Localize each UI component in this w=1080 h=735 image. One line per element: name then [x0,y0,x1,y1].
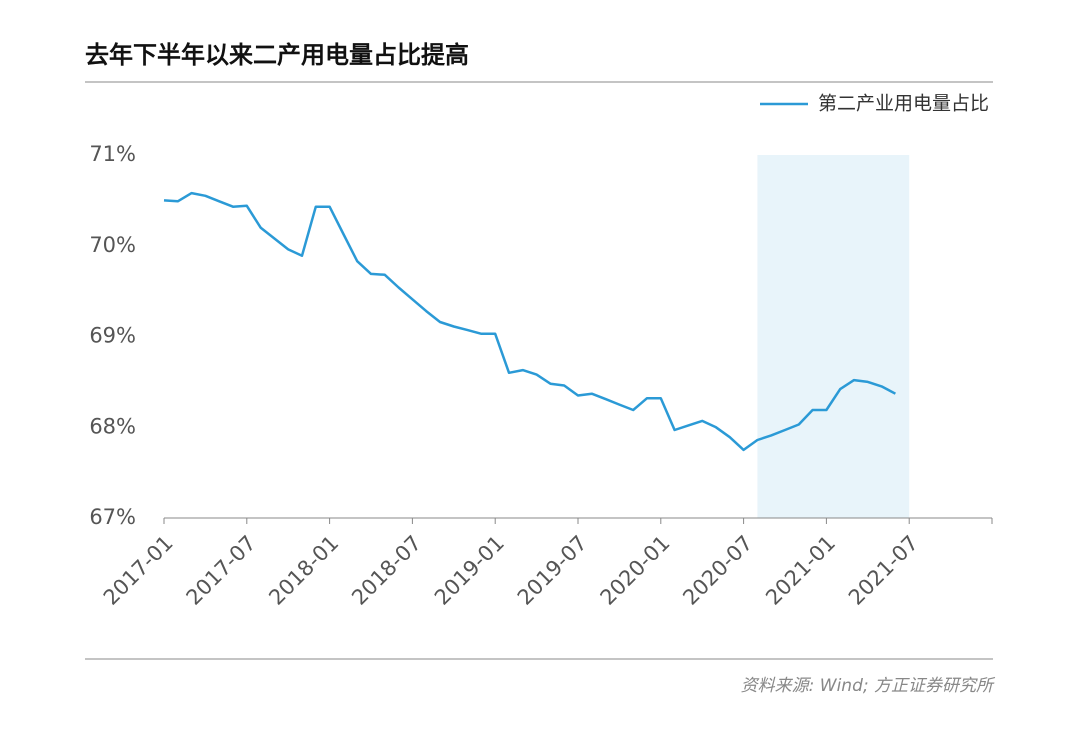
source-note: 资料来源: Wind; 方正证券研究所 [741,676,996,696]
x-tick-label: 2017-07 [182,531,261,610]
y-tick-label: 67% [89,505,136,529]
x-tick-label: 2021-01 [761,531,840,610]
x-tick-label: 2019-01 [430,531,509,610]
x-tick-label: 2019-07 [513,531,592,610]
x-tick-label: 2020-07 [678,531,757,610]
y-tick-label: 70% [89,233,136,257]
x-tick-label: 2020-01 [596,531,675,610]
data-line [163,191,896,452]
y-tick-label: 69% [89,324,136,348]
x-tick-label: 2018-01 [264,531,343,610]
highlight-band [757,155,910,518]
x-tick-label: 2021-07 [844,531,923,610]
legend-label: 第二产业用电量占比 [818,93,989,115]
chart-title: 去年下半年以来二产用电量占比提高 [85,41,469,69]
y-tick-label: 68% [89,414,136,438]
x-tick-label: 2018-07 [347,531,426,610]
y-tick-label: 71% [89,142,136,166]
x-tick-label: 2017-01 [99,531,178,610]
